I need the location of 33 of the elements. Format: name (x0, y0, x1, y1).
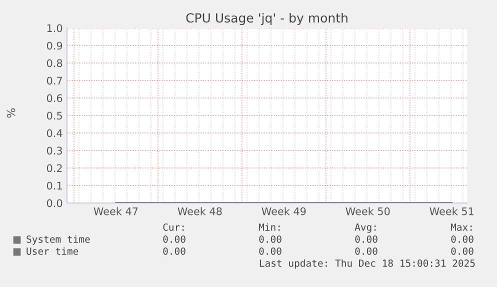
x-tick-label: Week 48 (178, 207, 222, 216)
y-tick-label: 0.7 (46, 76, 62, 85)
y-tick-label: 0.6 (46, 94, 62, 102)
y-tick-label: 0.0 (46, 199, 62, 208)
x-tick-label: Week 49 (262, 207, 306, 216)
x-tick-label: Week 50 (346, 207, 390, 216)
text: 0.00 (451, 247, 474, 255)
text: 0.00 (355, 247, 378, 255)
y-tick-label: 0.1 (46, 182, 62, 190)
y-tick-label: 1.0 (47, 24, 62, 32)
x-tick-label: Week 47 (94, 207, 138, 216)
text: 0.00 (259, 247, 282, 255)
y-tick-label: 0.2 (46, 164, 62, 172)
x-tick-label: Week 51 (430, 207, 474, 216)
text: Cur: (163, 223, 184, 231)
text: 0.00 (163, 247, 186, 255)
chart-title: CPU Usage 'jq' - by month (186, 12, 348, 26)
text: 0.00 (451, 235, 474, 243)
legend-label: System time (26, 235, 90, 245)
y-tick-label: 0.4 (46, 129, 62, 138)
text: 0.00 (259, 235, 282, 243)
text: 0.00 (355, 235, 378, 243)
text: Max: (450, 224, 472, 231)
y-tick-label: 0.9 (46, 42, 62, 50)
text: 0.00 (163, 235, 186, 243)
y-tick-label: 0.3 (46, 146, 62, 155)
y-tick-label: 0.5 (46, 112, 62, 120)
text: Last update: Thu Dec 18 15:00:31 2025 (260, 259, 475, 269)
y-axis-title: % (6, 108, 16, 118)
text: Avg: (354, 224, 376, 233)
y-tick-label: 0.8 (46, 59, 62, 68)
text: Min: (258, 223, 280, 231)
legend-label: User time (26, 247, 78, 255)
